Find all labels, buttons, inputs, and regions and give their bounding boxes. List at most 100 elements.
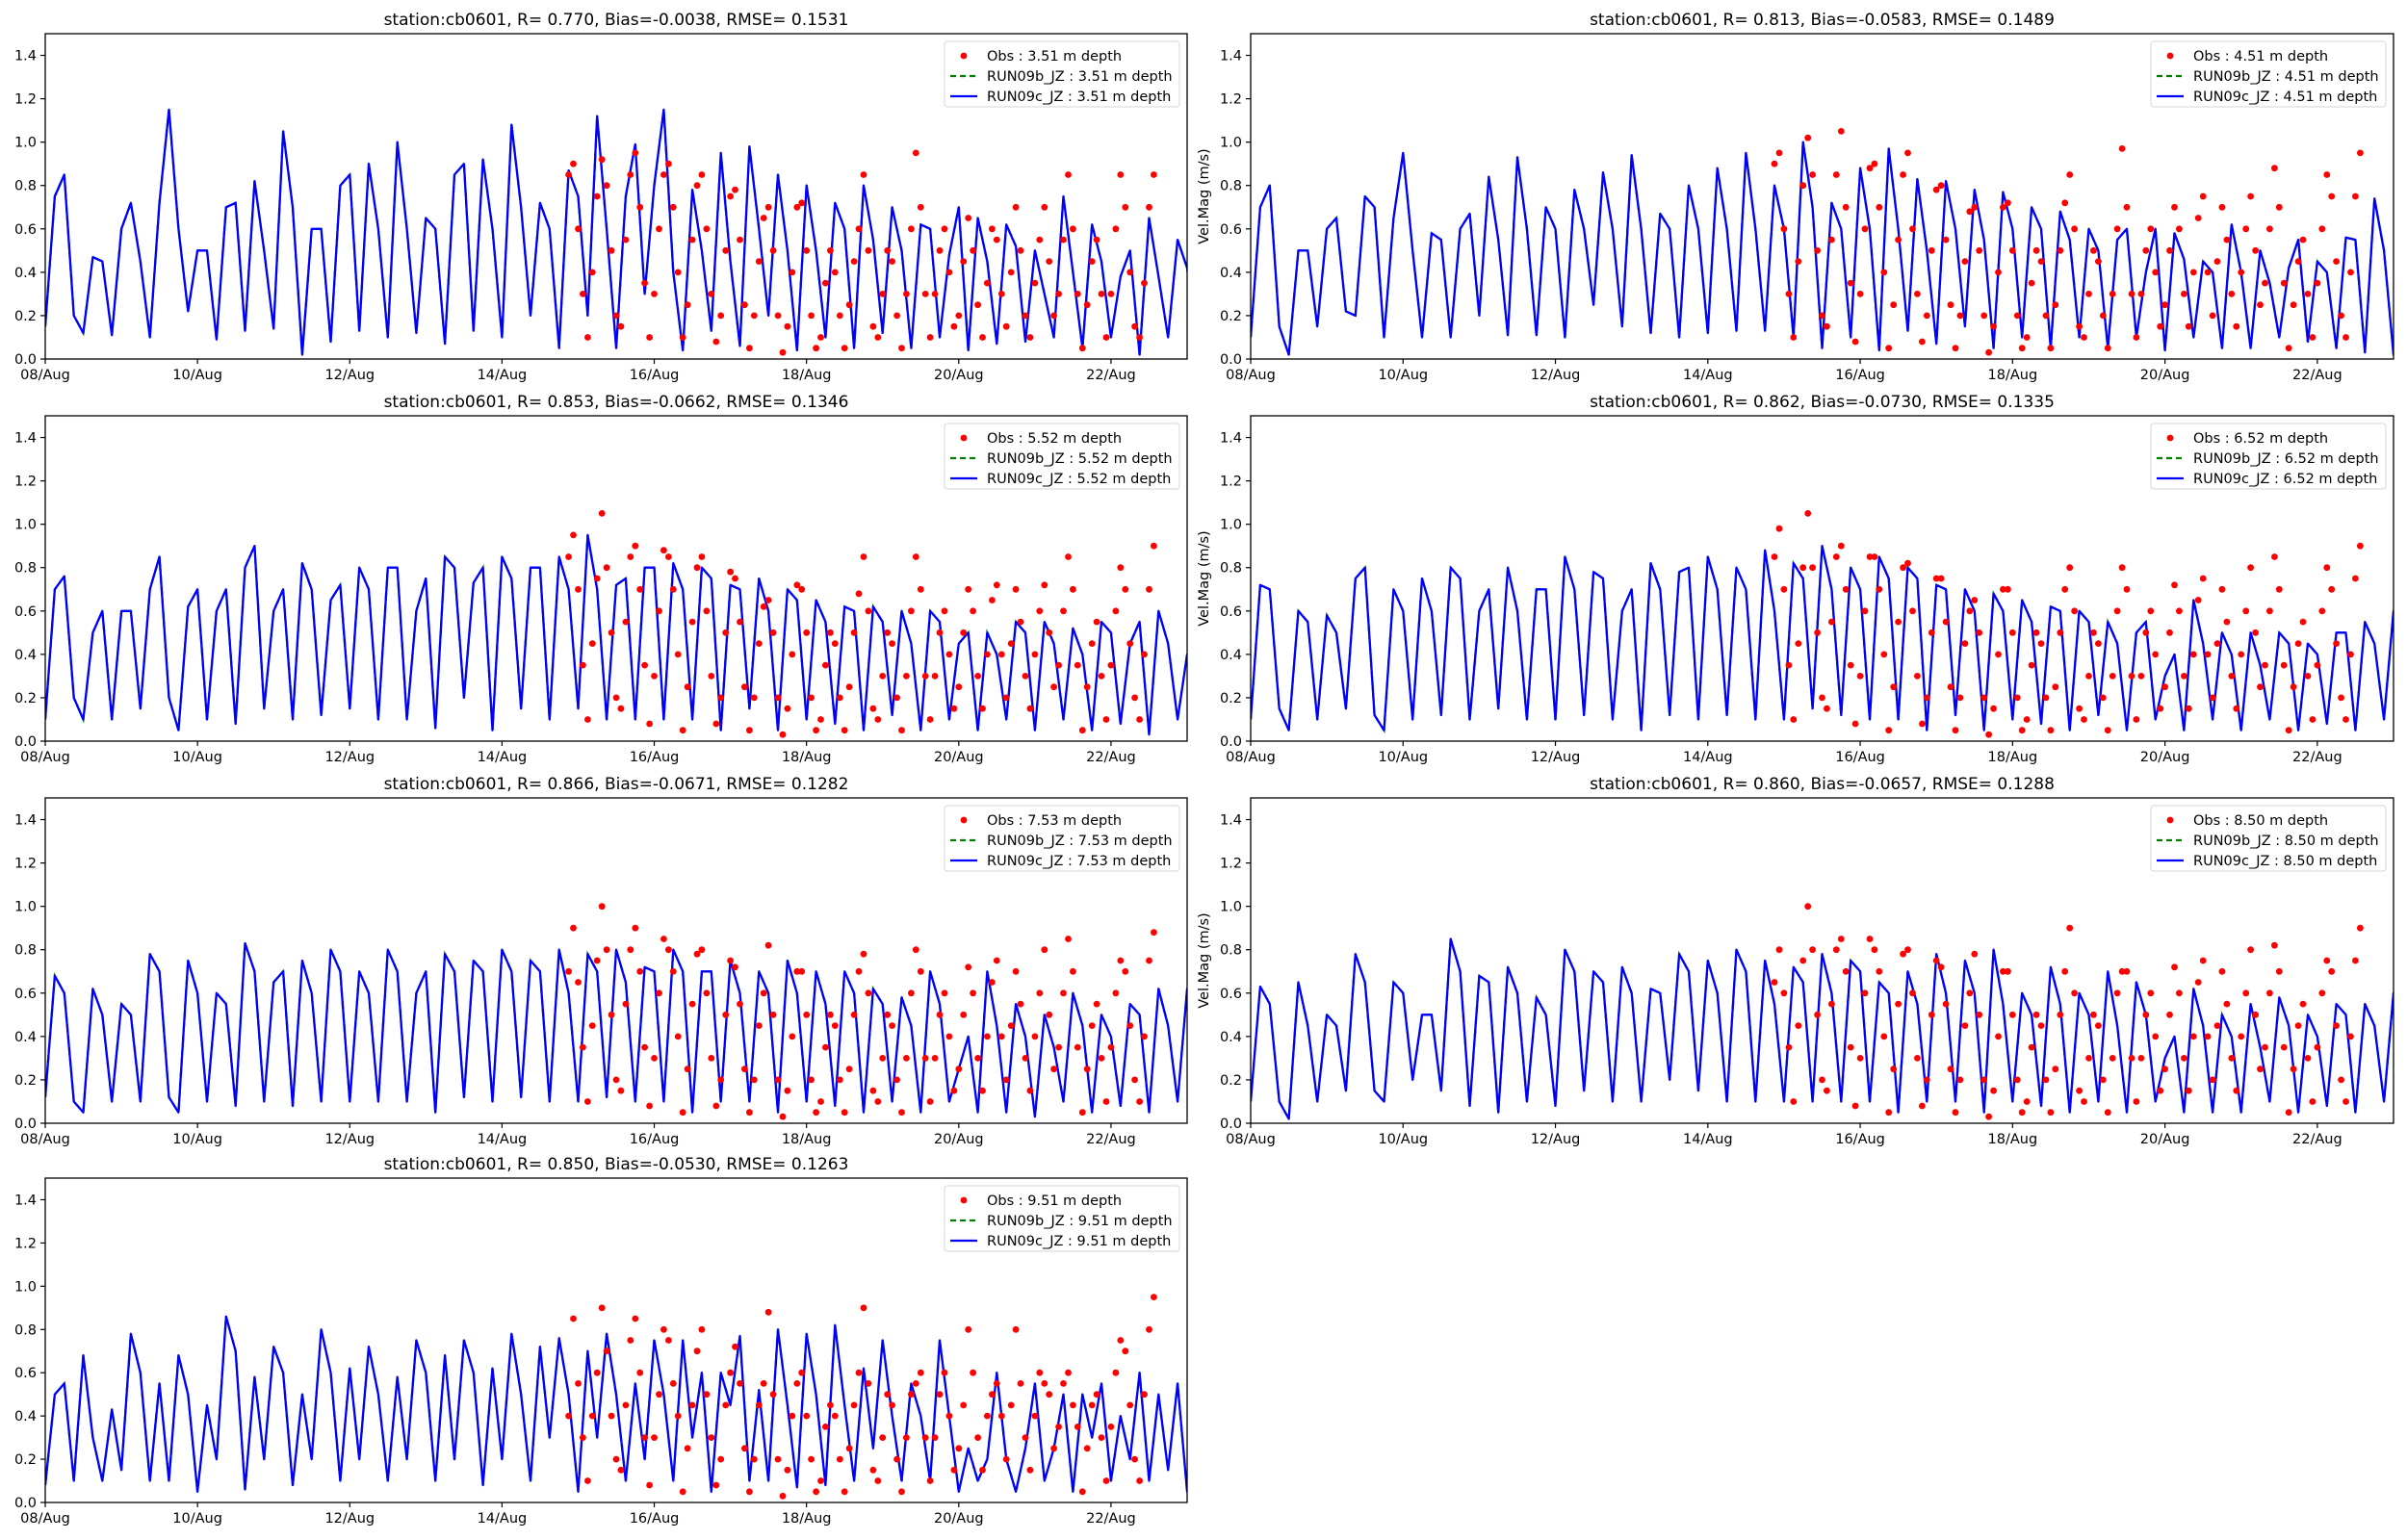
obs-point (1985, 731, 1993, 738)
obs-point (803, 1011, 811, 1018)
obs-point (941, 1369, 948, 1376)
obs-point (1046, 258, 1053, 265)
y-tick-label: 0.2 (14, 309, 37, 324)
obs-point (2328, 967, 2336, 975)
obs-point (608, 629, 615, 636)
obs-point (1980, 312, 1988, 320)
obs-point (1136, 716, 1143, 723)
obs-point (2147, 989, 2155, 997)
obs-point (779, 731, 787, 738)
obs-point (717, 1076, 725, 1084)
legend-label: RUN09b_JZ : 3.51 m depth (987, 69, 1173, 85)
obs-point (1088, 1022, 1096, 1029)
obs-point (588, 640, 596, 647)
x-tick-label: 18/Aug (782, 368, 832, 383)
obs-point (1937, 575, 1945, 582)
obs-point (2280, 661, 2288, 669)
obs-point (941, 225, 948, 233)
obs-point (993, 957, 1000, 964)
obs-point (1151, 1294, 1157, 1300)
obs-point (1842, 967, 1850, 975)
obs-point (660, 171, 667, 178)
obs-point (2347, 651, 2354, 658)
obs-point (755, 1022, 763, 1029)
obs-point (598, 1304, 606, 1312)
obs-point (1842, 585, 1850, 593)
obs-point (1847, 1043, 1854, 1051)
x-tick-label: 20/Aug (934, 1511, 984, 1527)
obs-point (2005, 585, 2011, 593)
y-axis-label: Vel.Mag (m/s) (1197, 530, 1212, 626)
obs-point (584, 716, 591, 723)
obs-point (836, 1455, 843, 1463)
legend-label: RUN09c_JZ : 9.51 m depth (987, 1234, 1171, 1249)
x-tick-label: 12/Aug (324, 750, 375, 765)
obs-point (608, 246, 615, 254)
obs-point (2271, 165, 2278, 172)
obs-point (674, 651, 682, 658)
obs-point (1976, 246, 1983, 254)
legend: Obs : 3.51 m depth RUN09b_JZ : 3.51 m dep… (944, 40, 1180, 108)
obs-point (570, 160, 577, 167)
obs-point (941, 989, 948, 997)
legend-box (2150, 805, 2387, 872)
axes-frame (44, 797, 1188, 1124)
obs-point (917, 1369, 924, 1376)
obs-point (1809, 946, 1816, 954)
x-tick-label: 20/Aug (934, 750, 984, 765)
obs-point (2318, 989, 2326, 997)
run09c-line (1251, 545, 2394, 732)
obs-point (2076, 322, 2083, 330)
obs-point (1980, 1076, 1988, 1084)
obs-point (1126, 1022, 1134, 1029)
obs-point (1785, 661, 1793, 669)
obs-point (632, 149, 639, 157)
obs-point (1151, 542, 1157, 550)
obs-point (803, 246, 811, 254)
obs-point (1995, 1033, 2002, 1040)
obs-point (2309, 716, 2316, 723)
obs-point (1966, 208, 1974, 216)
subplot-6: station:cb0601, R= 0.860, Bias=-0.0657, … (1197, 775, 2394, 1147)
obs-point (2347, 1033, 2354, 1040)
obs-point (1036, 989, 1044, 997)
obs-point (746, 1488, 753, 1496)
obs-point (2357, 542, 2364, 550)
obs-point (2052, 1065, 2059, 1073)
obs-point (879, 291, 887, 297)
obs-point (764, 1308, 772, 1316)
x-tick-label: 10/Aug (1378, 368, 1428, 383)
x-tick-label: 08/Aug (1226, 750, 1276, 765)
obs-point (2042, 694, 2050, 702)
obs-point (632, 1315, 639, 1322)
obs-point (1971, 950, 1979, 958)
obs-point (1966, 607, 1974, 615)
obs-point (2323, 171, 2331, 178)
obs-point (2199, 575, 2207, 582)
obs-point (679, 727, 686, 734)
obs-point (580, 661, 586, 669)
obs-point (1093, 1391, 1100, 1399)
obs-point (989, 1391, 996, 1399)
legend-obs-marker (960, 434, 968, 442)
obs-point (2266, 607, 2273, 615)
obs-point (632, 542, 639, 550)
x-tick-label: 18/Aug (1988, 750, 2038, 765)
obs-point (2028, 279, 2035, 287)
legend-label: Obs : 3.51 m depth (987, 49, 1122, 64)
obs-point (779, 1492, 787, 1500)
obs-point (912, 553, 919, 560)
obs-point (1083, 301, 1091, 309)
x-tick-label: 16/Aug (1835, 750, 1885, 765)
obs-point (598, 903, 606, 911)
obs-point (1804, 134, 1812, 141)
obs-point (2018, 1109, 2026, 1116)
obs-point (1809, 171, 1816, 178)
y-tick-label: 0.2 (14, 691, 37, 706)
subplot-title: station:cb0601, R= 0.860, Bias=-0.0657, … (1590, 775, 2055, 794)
plot-area (45, 1294, 1187, 1500)
obs-point (1026, 334, 1034, 341)
obs-point (717, 694, 725, 702)
obs-point (651, 291, 658, 297)
obs-point (622, 1000, 630, 1008)
